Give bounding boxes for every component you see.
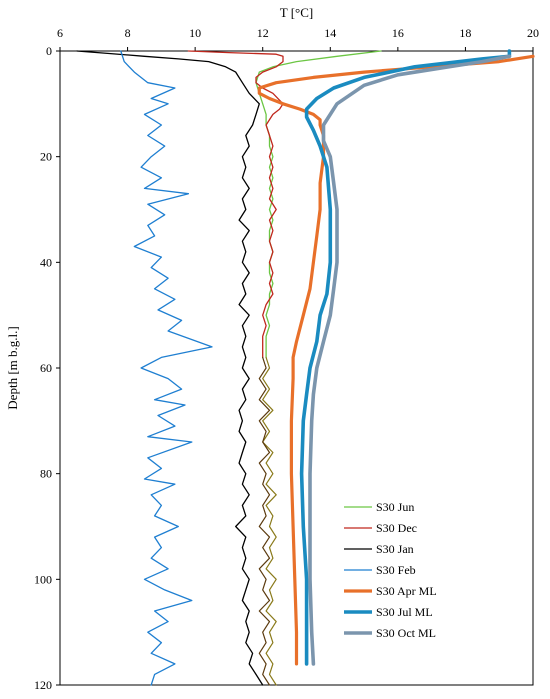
y-tick-label: 80 <box>40 467 52 481</box>
legend-label-s30-oct-ml: S30 Oct ML <box>376 626 436 640</box>
x-tick-label: 6 <box>57 26 63 40</box>
series-layer <box>76 49 535 686</box>
legend-label-s30-feb: S30 Feb <box>376 563 416 577</box>
series-line-s30-oct-ml <box>308 54 512 666</box>
x-tick-label: 10 <box>189 26 201 40</box>
series-line-unlabeled-7 <box>262 356 277 686</box>
x-tick-label: 12 <box>257 26 269 40</box>
legend-label-s30-jun: S30 Jun <box>376 500 414 514</box>
series-line-s30-dec <box>187 50 284 359</box>
legend-label-s30-apr-ml: S30 Apr ML <box>376 584 437 598</box>
legend-label-s30-dec: S30 Dec <box>376 521 417 535</box>
y-tick-label: 20 <box>40 150 52 164</box>
x-tick-label: 14 <box>324 26 336 40</box>
x-tick-label: 16 <box>392 26 404 40</box>
legend-label-s30-jul-ml: S30 Jul ML <box>376 605 433 619</box>
y-tick-label: 0 <box>46 44 52 58</box>
x-tick-label: 8 <box>125 26 131 40</box>
series-line-s30-feb <box>120 50 213 686</box>
y-tick-label: 40 <box>40 255 52 269</box>
y-axis-ticks: 0 20 40 60 80 100 120 <box>34 44 60 692</box>
x-axis-title: T [°C] <box>280 5 313 20</box>
y-axis-title: Depth [m b.g.l.] <box>5 326 20 409</box>
x-axis-ticks: 6 8 10 12 14 16 18 20 <box>57 26 539 51</box>
legend: S30 Jun S30 Dec S30 Jan S30 Feb S30 Apr ML S3… <box>344 500 437 640</box>
x-tick-label: 18 <box>459 26 471 40</box>
y-tick-label: 120 <box>34 678 52 692</box>
legend-label-s30-jan: S30 Jan <box>376 542 414 556</box>
x-tick-label: 20 <box>527 26 539 40</box>
y-tick-label: 60 <box>40 361 52 375</box>
series-line-s30-jan <box>76 50 264 686</box>
y-tick-label: 100 <box>34 572 52 586</box>
series-line-unlabeled-8 <box>258 356 271 686</box>
series-line-s30-jul-ml <box>299 49 512 666</box>
